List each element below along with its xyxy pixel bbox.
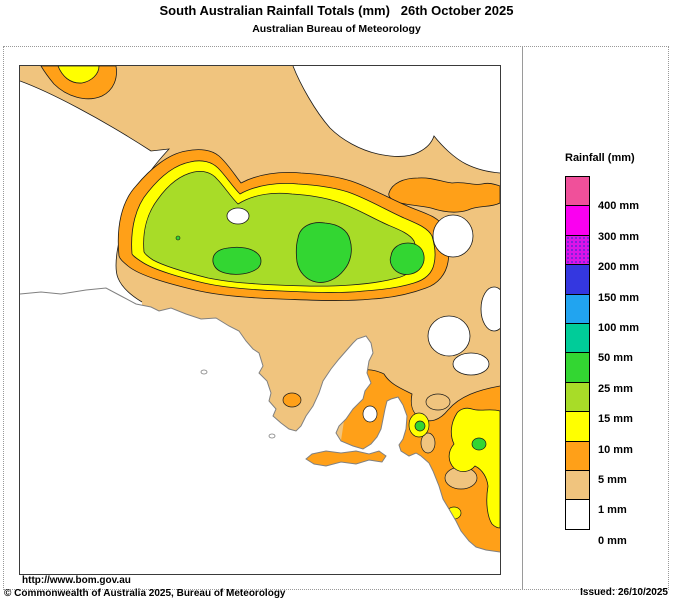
legend-swatch (565, 264, 590, 295)
tan-patch-se-2 (420, 432, 436, 454)
legend-title: Rainfall (mm) (565, 152, 635, 164)
legend-swatch (565, 293, 590, 324)
green-blob-west (212, 246, 262, 275)
legend-label: 200 mm (598, 261, 639, 274)
legend-swatch (565, 176, 590, 207)
outer-dotted-frame (3, 46, 669, 590)
orange-patch-eyre (282, 392, 302, 408)
legend-label: 150 mm (598, 291, 639, 304)
dry-hole-small (226, 207, 250, 225)
dry-hole-east-2 (480, 286, 500, 332)
legend-label: 25 mm (598, 382, 633, 395)
dry-hole-east-1 (432, 214, 474, 258)
legend-label: 0 mm (598, 534, 627, 547)
legend-swatch (565, 469, 590, 501)
legend-label: 300 mm (598, 230, 639, 243)
orange-band-northeast (388, 177, 500, 213)
rainfall-map-svg (20, 66, 500, 574)
dry-hole-east-4 (452, 352, 490, 376)
legend-label: 10 mm (598, 443, 633, 456)
issued-text: Issued: 26/10/2025 (580, 587, 668, 598)
legend-panel-divider (522, 46, 523, 590)
page-title: South Australian Rainfall Totals (mm) 26… (159, 3, 514, 18)
green-spot-adelaide (414, 420, 426, 432)
legend-label: 15 mm (598, 413, 633, 426)
copyright-text: © Commonwealth of Australia 2025, Bureau… (4, 588, 286, 599)
legend-label: 50 mm (598, 352, 633, 365)
green-spot-southeast (471, 437, 487, 451)
dry-wedge-west (20, 81, 169, 318)
coastline-path (20, 287, 500, 553)
legend-swatch (565, 352, 590, 383)
map-box (19, 65, 501, 575)
legend-swatch (565, 411, 590, 442)
dry-hole-peninsula (362, 405, 378, 423)
green-blob-east (389, 242, 425, 275)
legend-label: 100 mm (598, 322, 639, 334)
legend-label: 400 mm (598, 200, 639, 213)
green-dot (175, 235, 181, 241)
legend-swatch (565, 205, 590, 236)
islet-2 (200, 369, 208, 375)
page-subtitle: Australian Bureau of Meteorology (252, 23, 421, 35)
green-blob-center (295, 222, 352, 283)
legend-label: 5 mm (598, 474, 627, 486)
legend-swatch (565, 234, 590, 266)
dry-hole-east-3 (427, 315, 471, 357)
legend-swatch (565, 381, 590, 413)
legend-label: 1 mm (598, 504, 627, 517)
bom-url: http://www.bom.gov.au (22, 575, 131, 586)
legend-swatch (565, 322, 590, 354)
dry-region-northeast (293, 66, 500, 173)
tan-patch-se-3 (425, 393, 451, 411)
yellow-core-topleft (57, 66, 100, 84)
yellow-region-southeast (448, 407, 500, 529)
ocean (20, 288, 500, 574)
legend-swatch (565, 440, 590, 471)
legend-swatches (565, 176, 590, 530)
legend-swatch (565, 499, 590, 530)
islet-1 (268, 433, 276, 439)
kangaroo-island (305, 450, 387, 467)
contour-line (292, 66, 500, 174)
